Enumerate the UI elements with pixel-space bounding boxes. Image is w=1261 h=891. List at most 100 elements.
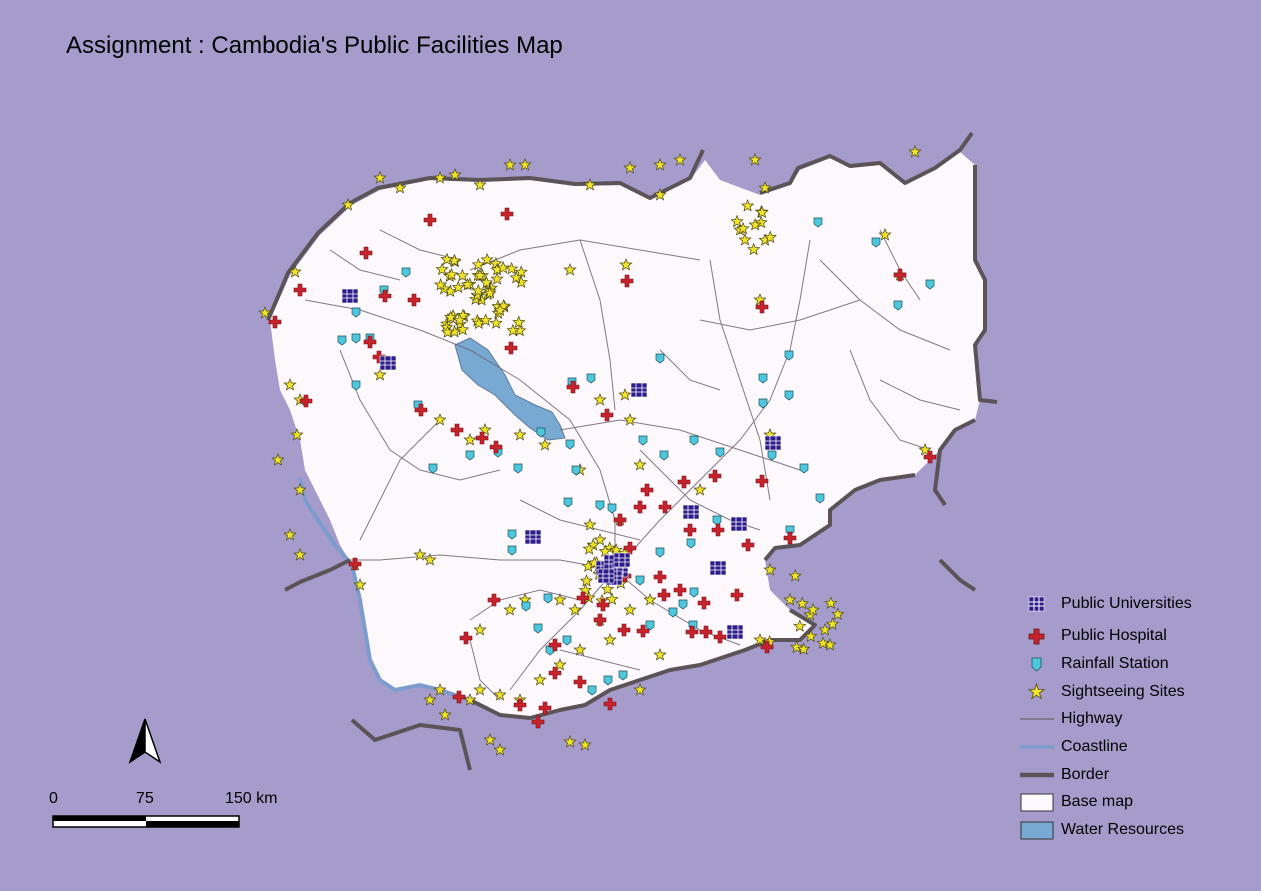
- rainfall-station-marker: [784, 390, 794, 401]
- hospital-marker: [893, 268, 907, 282]
- hospital-marker: [683, 523, 697, 537]
- sightseeing-site-marker: [433, 413, 447, 426]
- legend-label: Border: [1061, 766, 1110, 783]
- rainfall-station-marker: [655, 353, 665, 364]
- rainfall-station-marker: [758, 398, 768, 409]
- hospital-marker: [348, 557, 362, 571]
- legend-item-public-hospital: Public Hospital: [1018, 625, 1248, 647]
- hospital-marker: [685, 625, 699, 639]
- hospitals-layer: [268, 207, 937, 729]
- hospital-marker: [548, 638, 562, 652]
- rainfall-station-marker: [351, 380, 361, 391]
- sightseeing-site-marker: [573, 643, 587, 656]
- sightseeing-site-marker: [514, 265, 528, 278]
- sightseeing-site-marker: [433, 171, 447, 184]
- sightseeing-site-marker: [471, 283, 485, 297]
- sightseeing-site-marker: [471, 257, 485, 271]
- sightseeing-site-marker: [618, 388, 632, 401]
- legend-item-coastline: Coastline: [1018, 736, 1248, 758]
- sightseeing-site-marker: [763, 563, 777, 576]
- sightseeing-site-marker: [440, 252, 454, 266]
- rainfall-station-marker: [799, 463, 809, 474]
- sightseeing-site-marker: [578, 583, 593, 596]
- hospital-marker: [500, 207, 514, 221]
- university-marker: [341, 288, 359, 304]
- university-marker: [524, 529, 542, 545]
- university-grid: [525, 530, 541, 544]
- legend-label: Sightseeing Sites: [1061, 683, 1185, 700]
- legend-item-base-map: Base map: [1018, 791, 1248, 813]
- scale-label-0: 0: [49, 790, 58, 807]
- sightseeing-site-marker: [918, 443, 932, 456]
- sightseeing-site-marker: [582, 542, 596, 555]
- rainfall-station-marker: [562, 635, 572, 646]
- hospital-marker: [452, 690, 466, 704]
- sightseeing-site-marker: [503, 158, 517, 171]
- rainfall-station-marker: [586, 373, 596, 384]
- rainfall-station-marker: [401, 267, 411, 278]
- sightseeing-site-marker: [452, 313, 467, 326]
- university-marker: [613, 552, 631, 568]
- sightseeing-site-marker: [825, 617, 840, 630]
- hospital-marker: [407, 293, 421, 307]
- sightseeing-site-marker: [423, 553, 437, 566]
- university-icon: [1028, 596, 1045, 612]
- sightseeing-site-marker: [271, 453, 285, 466]
- hospital-marker: [363, 335, 377, 349]
- hospital-marker: [755, 300, 769, 314]
- rainfall-station-marker: [767, 450, 777, 461]
- thick-line-icon: [1020, 772, 1054, 778]
- legend-item-water-resources: Water Resources: [1018, 819, 1248, 841]
- rainfall-station-marker: [565, 439, 575, 450]
- sightseeing-site-marker: [583, 178, 597, 191]
- sightseeing-site-marker: [806, 602, 820, 616]
- sightseeing-site-marker: [493, 688, 507, 701]
- sightseeing-site-marker: [293, 483, 307, 496]
- rainfall-station-marker: [758, 373, 768, 384]
- university-grid: [342, 289, 358, 303]
- hospital-marker: [487, 593, 501, 607]
- sightseeing-site-marker: [816, 636, 830, 649]
- sightseeing-site-marker: [509, 270, 523, 284]
- rainfall-stations-layer: [337, 217, 935, 696]
- sightseeing-site-marker: [796, 642, 811, 655]
- sightseeing-site-marker: [623, 161, 637, 174]
- hospital-marker: [713, 630, 727, 644]
- sightseeing-site-marker: [283, 528, 297, 541]
- university-grid: [710, 561, 726, 575]
- university-grid: [598, 569, 614, 583]
- hospital-marker: [760, 640, 774, 654]
- sightseeing-site-marker: [788, 569, 802, 582]
- hospital-marker: [623, 541, 637, 555]
- rainfall-station-marker: [925, 279, 935, 290]
- sightseeing-site-marker: [824, 596, 838, 609]
- sightseeing-site-marker: [653, 158, 667, 171]
- rainfall-station-marker: [507, 545, 517, 556]
- legend-label: Highway: [1061, 710, 1123, 727]
- hospital-marker: [414, 403, 428, 417]
- legend-label: Public Universities: [1061, 595, 1192, 612]
- sightseeing-site-marker: [563, 263, 577, 276]
- sightseeing-site-marker: [423, 693, 437, 706]
- legend-item-highway: Highway: [1018, 708, 1248, 730]
- hospital-marker: [633, 500, 647, 514]
- sightseeing-site-marker: [653, 648, 667, 661]
- legend-label: Public Hospital: [1061, 627, 1167, 644]
- sightseeing-site-marker: [496, 260, 510, 274]
- north-arrow-icon: [128, 718, 162, 764]
- star-icon: [1027, 682, 1046, 700]
- hospital-marker: [653, 570, 667, 584]
- university-grid: [731, 517, 747, 531]
- sightseeing-site-marker: [633, 458, 647, 471]
- sightseeing-site-marker: [804, 629, 818, 642]
- sightseeing-site-marker: [790, 640, 804, 653]
- hospital-marker: [566, 380, 580, 394]
- sightseeing-site-marker: [579, 574, 594, 587]
- hospital-marker: [711, 523, 725, 537]
- hospital-marker: [548, 666, 562, 680]
- sightseeing-site-marker: [443, 310, 458, 324]
- rainfall-station-marker: [659, 450, 669, 461]
- sightseeing-site-marker: [479, 275, 494, 289]
- hospital-marker: [755, 474, 769, 488]
- hospital-marker: [459, 631, 473, 645]
